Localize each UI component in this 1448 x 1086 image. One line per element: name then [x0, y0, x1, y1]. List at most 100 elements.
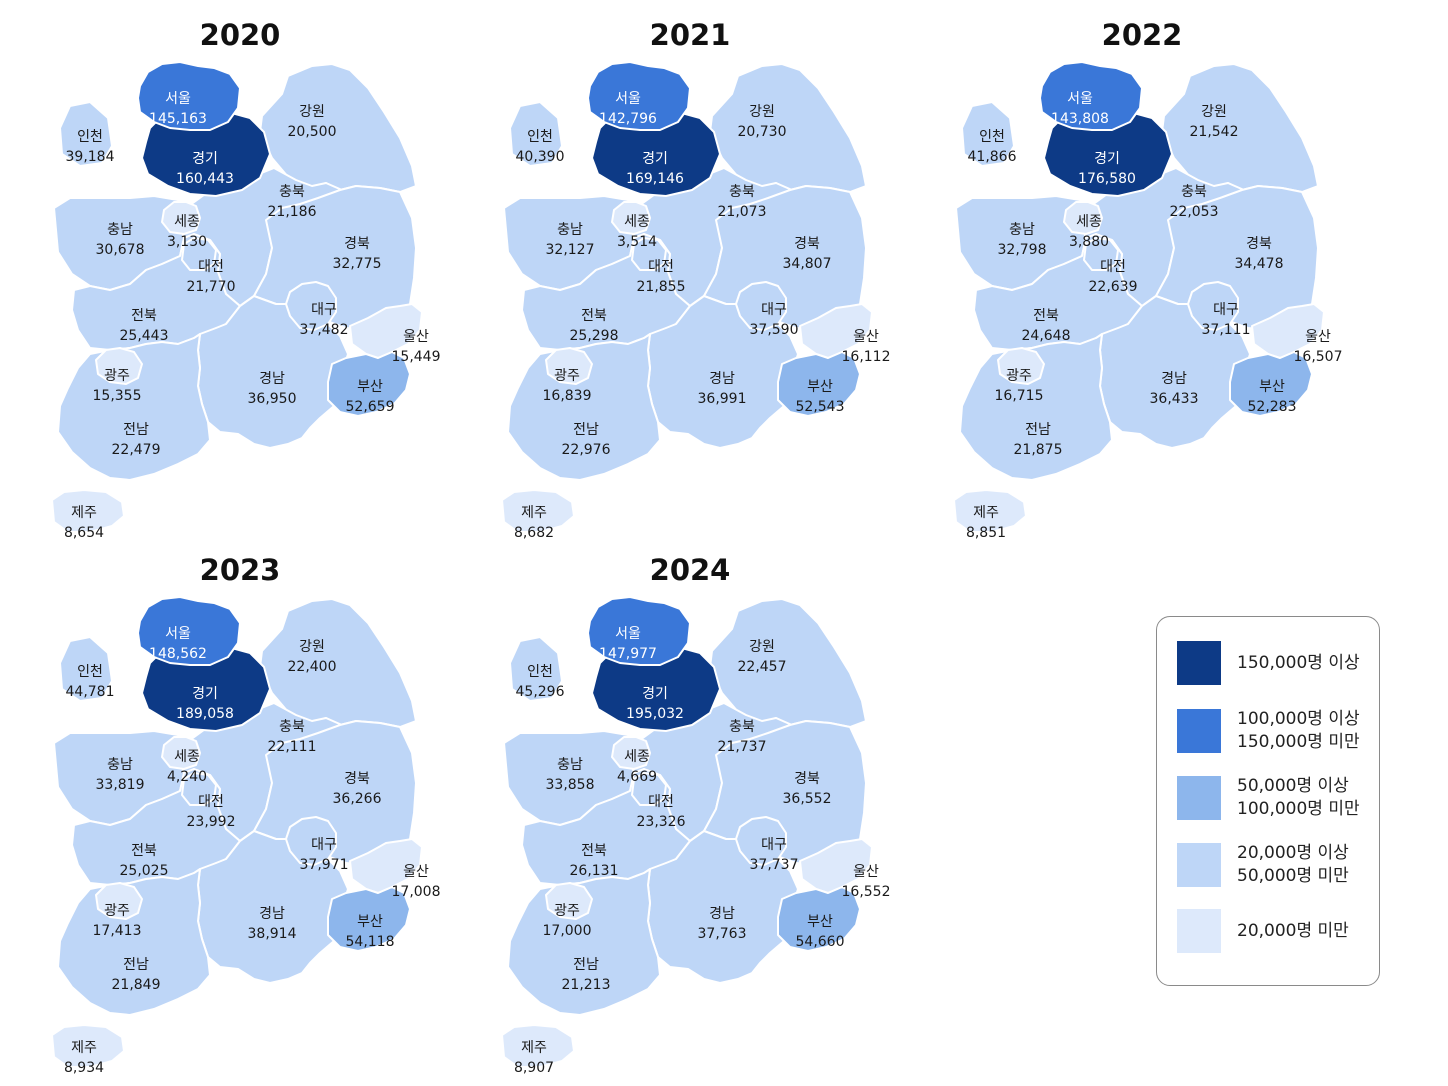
year-title: 2021 — [649, 18, 731, 52]
region-sejong — [611, 201, 651, 235]
region-value-daejeon: 23,326 — [637, 814, 686, 830]
region-value-sejong: 3,880 — [1069, 234, 1109, 250]
region-value-sejong: 4,669 — [617, 769, 657, 785]
region-name-gyeongnam: 경남 — [1161, 371, 1187, 387]
region-value-gangwon: 22,400 — [288, 659, 337, 675]
region-value-gangwon: 20,730 — [738, 124, 787, 140]
region-name-gyeongnam: 경남 — [709, 371, 735, 387]
region-name-daegu: 대구 — [761, 837, 787, 853]
region-value-gwangju: 16,715 — [995, 388, 1044, 404]
region-name-gyeongnam: 경남 — [259, 371, 285, 387]
region-value-jeju: 8,934 — [64, 1060, 104, 1076]
legend-line: 20,000명 이상 — [1237, 843, 1349, 863]
region-jeju — [51, 1024, 125, 1068]
region-name-jeonbuk: 전북 — [581, 843, 607, 859]
region-name-jeju: 제주 — [71, 505, 97, 521]
region-value-chungnam: 32,798 — [998, 242, 1047, 258]
region-name-chungnam: 충남 — [107, 222, 133, 238]
region-value-gwangju: 15,355 — [93, 388, 142, 404]
region-daegu — [285, 816, 337, 866]
region-name-busan: 부산 — [1259, 379, 1285, 395]
region-value-daegu: 37,971 — [300, 857, 349, 873]
region-name-incheon: 인천 — [527, 129, 553, 145]
region-value-gyeongbuk: 32,775 — [333, 256, 382, 272]
region-value-gangwon: 20,500 — [288, 124, 337, 140]
region-busan — [777, 886, 861, 952]
region-daejeon — [181, 237, 217, 271]
region-name-jeonnam: 전남 — [573, 422, 599, 438]
region-name-gwangju: 광주 — [554, 368, 580, 384]
region-value-busan: 54,118 — [346, 934, 395, 950]
region-value-gyeongnam: 36,433 — [1150, 391, 1199, 407]
legend-line: 100,000명 미만 — [1237, 799, 1360, 819]
region-value-sejong: 3,130 — [167, 234, 207, 250]
region-value-seoul: 148,562 — [149, 646, 207, 662]
region-name-seoul: 서울 — [615, 626, 641, 642]
region-value-seoul: 145,163 — [149, 111, 207, 127]
map-panel-2021: 2021 서울 142,796 경기 169,146 인천 40,390 강원 20,730 충… — [500, 8, 960, 541]
map-labels: 서울 143,808 경기 176,580 인천 41,866 강원 21,542 충북 22,0… — [966, 91, 1343, 541]
region-seoul — [137, 596, 241, 666]
region-name-daegu: 대구 — [311, 837, 337, 853]
region-value-gwangju: 17,413 — [93, 923, 142, 939]
region-value-gyeongbuk: 36,552 — [783, 791, 832, 807]
region-name-sejong: 세종 — [174, 214, 200, 230]
region-incheon — [59, 636, 113, 702]
region-value-ulsan: 16,552 — [842, 884, 891, 900]
region-name-ulsan: 울산 — [1305, 329, 1331, 345]
region-sejong — [161, 736, 201, 770]
region-name-jeonbuk: 전북 — [581, 308, 607, 324]
region-value-chungnam: 30,678 — [96, 242, 145, 258]
region-gwangju — [95, 882, 143, 920]
region-value-jeonnam: 22,976 — [562, 442, 611, 458]
region-incheon — [961, 101, 1015, 167]
region-value-jeonbuk: 24,648 — [1022, 328, 1071, 344]
map-labels: 서울 148,562 경기 189,058 인천 44,781 강원 22,400 충북 22,1… — [64, 626, 441, 1076]
legend-label: 20,000명 이상 50,000명 미만 — [1237, 842, 1349, 888]
region-sejong — [1063, 201, 1103, 235]
region-daejeon — [631, 772, 667, 806]
legend-line: 150,000명 이상 — [1237, 652, 1360, 673]
region-busan — [327, 351, 411, 417]
region-jeju — [501, 489, 575, 533]
korea-map-2024: 서울 147,977 경기 195,032 인천 45,296 강원 22,457 충북 21,7… — [501, 596, 891, 1076]
region-value-daegu: 37,590 — [750, 322, 799, 338]
region-name-incheon: 인천 — [527, 664, 553, 680]
region-name-jeonbuk: 전북 — [131, 843, 157, 859]
region-value-busan: 52,543 — [796, 399, 845, 415]
map-panel-2020: 2020 서울 145,163 경기 160,443 인천 39,184 강원 20,500 충… — [50, 8, 510, 541]
region-seoul — [587, 61, 691, 131]
region-name-incheon: 인천 — [979, 129, 1005, 145]
region-value-jeonnam: 21,875 — [1014, 442, 1063, 458]
region-value-jeonbuk: 25,298 — [570, 328, 619, 344]
map-regions — [953, 61, 1325, 533]
korea-map-2023: 서울 148,562 경기 189,058 인천 44,781 강원 22,400 충북 22,1… — [51, 596, 441, 1076]
region-value-busan: 52,283 — [1248, 399, 1297, 415]
year-title: 2024 — [649, 553, 731, 587]
region-value-daejeon: 21,855 — [637, 279, 686, 295]
year-title: 2022 — [1101, 18, 1183, 52]
legend-label: 150,000명 이상 — [1237, 652, 1360, 675]
region-value-daegu: 37,737 — [750, 857, 799, 873]
region-value-seoul: 143,808 — [1051, 111, 1109, 127]
region-incheon — [509, 101, 563, 167]
region-value-jeju: 8,654 — [64, 525, 104, 541]
region-name-jeju: 제주 — [521, 1040, 547, 1056]
region-name-daegu: 대구 — [761, 302, 787, 318]
region-name-sejong: 세종 — [624, 749, 650, 765]
map-regions — [51, 596, 423, 1068]
region-name-gyeonggi: 경기 — [1094, 151, 1120, 167]
region-name-gangwon: 강원 — [299, 639, 325, 655]
korea-map-2020: 서울 145,163 경기 160,443 인천 39,184 강원 20,500 충북 21,1… — [51, 61, 441, 541]
region-gwangju — [545, 882, 593, 920]
region-value-jeonnam: 21,849 — [112, 977, 161, 993]
region-name-jeju: 제주 — [521, 505, 547, 521]
region-value-ulsan: 17,008 — [392, 884, 441, 900]
region-name-gyeongbuk: 경북 — [1246, 236, 1272, 252]
region-value-gyeonggi: 189,058 — [176, 706, 234, 722]
map-labels: 서울 145,163 경기 160,443 인천 39,184 강원 20,500 충북 21,1… — [64, 91, 441, 541]
region-name-gyeongnam: 경남 — [259, 906, 285, 922]
region-value-gyeongnam: 36,950 — [248, 391, 297, 407]
region-name-jeju: 제주 — [973, 505, 999, 521]
region-sejong — [161, 201, 201, 235]
